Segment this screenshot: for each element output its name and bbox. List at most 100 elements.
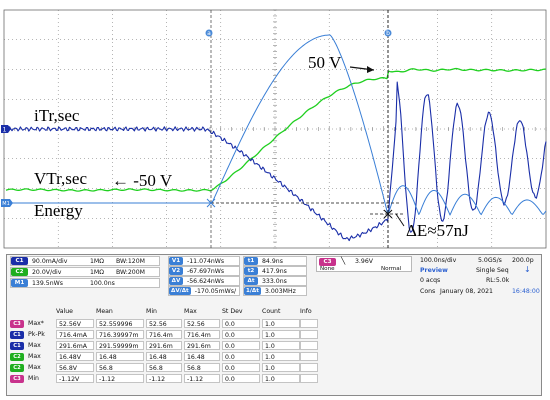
channel-coupling: 100.0ns xyxy=(90,279,115,287)
measure-row-label[interactable]: C3 Max* xyxy=(10,319,54,328)
measure-cell-max: 716.4m xyxy=(184,330,220,339)
measure-header-min: Min xyxy=(146,308,157,315)
channel-badge: C1 xyxy=(11,257,28,265)
cursor-value: 417.9ns xyxy=(262,267,287,275)
delta-e-label: ΔE≈57nJ xyxy=(406,221,469,240)
timebase-scale: 100.0ns/div xyxy=(420,257,457,264)
measure-row-label[interactable]: C3 Min xyxy=(10,374,54,383)
vtr-annotation: ← -50 V xyxy=(112,171,173,190)
cursor-voltage-readout: V2 -67.697nWs xyxy=(168,266,240,276)
measure-row-label[interactable]: C2 Max xyxy=(10,352,54,361)
channel-scale: 20.0V/div xyxy=(32,268,62,276)
itr-label: iTr,sec xyxy=(34,106,80,125)
timebase-offset: 200.0p xyxy=(512,257,534,264)
measure-cell-min: -1.12 xyxy=(146,374,182,383)
cursor-badge: t2 xyxy=(244,267,258,275)
measure-cell-min: 52.56 xyxy=(146,319,182,328)
measure-channel-badge: C1 xyxy=(10,342,24,350)
channel-setting-row[interactable]: C2 20.0V/div 1MΩ BW:200M xyxy=(10,267,160,277)
measure-cell-value: 16.48V xyxy=(56,352,94,361)
cursor-value: 3.003MHz xyxy=(264,287,296,295)
trigger-slope-icon: ╲ xyxy=(341,257,346,265)
channel-coupling: 1MΩ xyxy=(90,257,105,265)
trigger-panel[interactable]: C3 ╲ 3.96V None Normal xyxy=(316,256,412,272)
measure-header-info: Info xyxy=(300,308,312,315)
measure-cell-min: 56.8 xyxy=(146,363,182,372)
measure-cell-count: 1.0 xyxy=(262,330,300,339)
channel-setting-row[interactable]: M1 139.5nWs 100.0ns xyxy=(10,278,160,288)
acq-mode: Single Seq xyxy=(476,267,509,274)
traces xyxy=(5,34,547,242)
measure-cell-count: 1.0 xyxy=(262,352,300,361)
measurement-table: Value Mean Min Max St Dev Count Info C3 Max* 52.5… xyxy=(10,308,320,390)
cursor-badge: ΔV xyxy=(169,277,183,285)
run-arrow-icon: ↓ xyxy=(524,265,531,274)
channel-settings: C1 90.0mA/div 1MΩ BW:120M C2 20.0V/div 1MΩ BW:2… xyxy=(10,256,160,290)
measure-cell-max: 56.8 xyxy=(184,363,220,372)
measure-cell-info xyxy=(300,363,318,372)
date-label: January 08, 2021 xyxy=(440,288,493,295)
vtr-trace xyxy=(5,67,546,192)
trigger-filter: None xyxy=(320,266,335,272)
cursor-badge: ΔV/Δt xyxy=(169,287,191,295)
measure-cell-mean: 291.59999m xyxy=(96,341,144,350)
measure-name: Max* xyxy=(28,320,44,327)
measure-cell-stdev: 0.0 xyxy=(222,363,260,372)
m1-offset-marker xyxy=(1,199,13,207)
measure-cell-mean: 16.48 xyxy=(96,352,144,361)
energy-label: Energy xyxy=(34,201,83,220)
channel-bandwidth: BW:120M xyxy=(116,257,146,265)
measure-row-label[interactable]: C1 Max xyxy=(10,341,54,350)
measure-row-label[interactable]: C2 Max xyxy=(10,363,54,372)
measure-cell-count: 1.0 xyxy=(262,319,300,328)
measure-cell-value: 52.56V xyxy=(56,319,94,328)
measure-cell-stdev: 0.0 xyxy=(222,330,260,339)
measure-cell-stdev: 0.0 xyxy=(222,374,260,383)
measure-name: Max xyxy=(28,353,41,360)
v50-label: 50 V xyxy=(308,53,342,72)
cursor-value: -170.05mWs/ xyxy=(194,287,237,295)
measure-cell-info xyxy=(300,341,318,350)
measure-header-mean: Mean xyxy=(96,308,113,315)
measure-channel-badge: C2 xyxy=(10,353,24,361)
v50-arrow-head xyxy=(367,66,374,73)
channel-coupling: 1MΩ xyxy=(90,268,105,276)
cursor-a-marker-label: a xyxy=(207,30,211,37)
measure-cell-info xyxy=(300,352,318,361)
cursor-time-readout: t2 417.9ns xyxy=(243,266,307,276)
ch1-offset-marker xyxy=(1,125,11,133)
delta-e-arrow xyxy=(395,213,405,227)
trigger-channel-badge: C3 xyxy=(319,258,336,266)
cursor-time-readout: Δt 333.0ns xyxy=(243,276,307,286)
cons-label: Cons xyxy=(420,288,436,295)
trigger-level: 3.96V xyxy=(355,258,374,265)
cursor-badge: t1 xyxy=(244,257,258,265)
measure-cell-count: 1.0 xyxy=(262,341,300,350)
measure-channel-badge: C3 xyxy=(10,375,24,383)
timebase-panel[interactable]: 100.0ns/div 5.0GS/s 200.0p Preview Singl… xyxy=(418,256,540,300)
cursor-b-marker-label: b xyxy=(386,30,390,37)
cursor-b-marker xyxy=(384,29,392,37)
cursor-value: 333.0ns xyxy=(262,277,287,285)
cursor-badge: V1 xyxy=(169,257,183,265)
itr-trace xyxy=(5,81,547,242)
cursor-a-x-mark xyxy=(206,198,216,208)
measure-cell-mean: 56.8 xyxy=(96,363,144,372)
measure-cell-info xyxy=(300,374,318,383)
measure-cell-min: 291.6m xyxy=(146,341,182,350)
measure-channel-badge: C1 xyxy=(10,331,24,339)
measure-cell-min: 716.4m xyxy=(146,330,182,339)
measure-row-label[interactable]: C1 Pk-Pk xyxy=(10,330,54,339)
measure-cell-value: 716.4mA xyxy=(56,330,94,339)
cursor-voltage-readout: V1 -11.074nWs xyxy=(168,256,240,266)
measure-cell-stdev: 0.0 xyxy=(222,352,260,361)
cursor-voltage-readout: ΔV -56.624nWs xyxy=(168,276,240,286)
measure-cell-mean: 716.39997m xyxy=(96,330,144,339)
measure-cell-info xyxy=(300,330,318,339)
cursor-time-readout: t1 84.9ns xyxy=(243,256,307,266)
channel-setting-row[interactable]: C1 90.0mA/div 1MΩ BW:120M xyxy=(10,256,160,266)
measure-channel-badge: C2 xyxy=(10,364,24,372)
time-label: 16:48:00 xyxy=(512,288,540,295)
channel-badge: M1 xyxy=(11,279,28,287)
measure-cell-max: 16.48 xyxy=(184,352,220,361)
